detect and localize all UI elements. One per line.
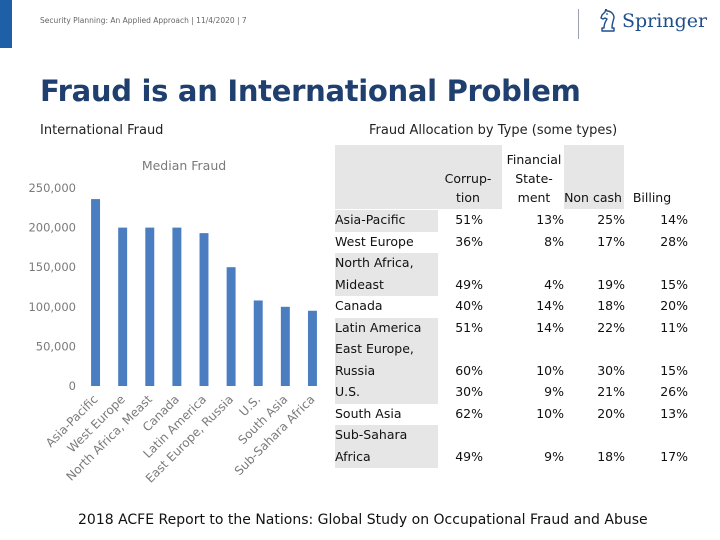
region-label: Russia	[335, 362, 376, 378]
column-header: Corrup-	[444, 171, 492, 186]
chart-bar	[307, 310, 317, 386]
column-header: Billing	[632, 190, 672, 205]
column-header: tion	[456, 190, 480, 205]
table-cell: 30%	[455, 384, 483, 399]
table-cell: 8%	[544, 233, 564, 249]
table-cell: 11%	[660, 319, 688, 335]
table-cell: 51%	[455, 319, 483, 335]
table-cell: 49%	[455, 276, 483, 292]
table-cell: 20%	[597, 405, 625, 421]
column-header: Financial	[506, 152, 562, 167]
table-cell: 49%	[455, 448, 483, 464]
table-cell: 21%	[597, 384, 625, 399]
region-cell-shade	[335, 210, 438, 232]
y-tick-label: 50,000	[36, 339, 76, 353]
table-cell: 51%	[455, 212, 483, 227]
table-section-heading: Fraud Allocation by Type (some types)	[369, 123, 618, 138]
table-header-shade	[335, 145, 438, 209]
table-cell: 10%	[536, 405, 564, 421]
region-label: Sub-Sahara	[335, 427, 408, 442]
slide-title: Fraud is an International Problem	[40, 74, 581, 108]
table-cell: 28%	[660, 233, 688, 249]
chart-bar	[199, 233, 209, 386]
table-header-shade	[438, 145, 502, 209]
table-cell: 9%	[544, 384, 564, 399]
region-label: East Europe,	[335, 341, 414, 356]
region-cell-shade	[335, 317, 438, 339]
table-cell: 14%	[536, 319, 564, 335]
column-header: State-	[515, 171, 553, 186]
table-cell: 60%	[455, 362, 483, 378]
table-cell: 14%	[660, 212, 688, 227]
region-label: Mideast	[335, 276, 384, 292]
chart-bar	[118, 227, 128, 386]
table-cell: 30%	[597, 362, 625, 378]
table-cell: 20%	[660, 298, 688, 313]
column-header: Non cash	[564, 190, 622, 205]
table-cell: 22%	[597, 319, 625, 335]
chart-bar	[280, 306, 290, 386]
median-fraud-bar-chart: Median Fraud 0 50,000 100,000 150,000 200,000…	[28, 158, 317, 486]
fraud-allocation-table: Corrup-tion Financial State-ment Non cash Bi…	[335, 145, 692, 468]
table-cell: 36%	[455, 233, 483, 249]
region-label: Canada	[335, 298, 383, 313]
table-header-shade	[564, 145, 624, 209]
table-cell: 10%	[536, 362, 564, 378]
y-tick-label: 200,000	[28, 221, 76, 235]
region-cell-shade	[335, 339, 438, 382]
table-cell: 62%	[455, 405, 483, 421]
region-label: West Europe	[335, 233, 414, 249]
y-tick-label: 150,000	[28, 260, 76, 274]
table-cell: 17%	[597, 233, 625, 249]
table-cell: 13%	[660, 405, 688, 421]
table-cell: 9%	[544, 448, 564, 464]
region-cell-shade	[335, 425, 438, 468]
table-cell: 13%	[536, 212, 564, 227]
chart-bar	[91, 199, 101, 386]
region-cell-shade	[335, 382, 438, 404]
springer-logo: Springer	[598, 9, 707, 33]
table-cell: 18%	[597, 448, 625, 464]
chart-title: Median Fraud	[142, 158, 226, 173]
table-cell: 40%	[455, 298, 483, 313]
table-cell: 4%	[544, 276, 564, 292]
region-label: Africa	[335, 448, 371, 464]
region-label: U.S.	[335, 384, 361, 399]
region-label: North Africa,	[335, 255, 414, 270]
source-citation: 2018 ACFE Report to the Nations: Global …	[78, 512, 648, 528]
region-label: South Asia	[335, 405, 402, 421]
left-accent-bar	[0, 0, 12, 48]
y-tick-label: 250,000	[28, 181, 76, 195]
table-cell: 15%	[660, 276, 688, 292]
chart-bar	[172, 227, 182, 386]
header-divider	[578, 9, 579, 39]
springer-chess-knight-icon	[600, 9, 615, 32]
chart-bar	[145, 227, 155, 386]
header-citation: Security Planning: An Applied Approach |…	[40, 16, 247, 25]
chart-section-heading: International Fraud	[40, 123, 164, 138]
springer-logo-text: Springer	[622, 10, 708, 32]
y-tick-label: 0	[69, 379, 76, 393]
region-label: Latin America	[335, 319, 422, 335]
table-cell: 18%	[597, 298, 625, 313]
column-header: ment	[517, 190, 551, 205]
table-cell: 25%	[597, 212, 625, 227]
chart-bar	[226, 267, 236, 386]
region-cell-shade	[335, 253, 438, 296]
chart-bar	[253, 300, 263, 386]
table-cell: 26%	[660, 384, 688, 399]
table-cell: 19%	[597, 276, 625, 292]
table-cell: 15%	[660, 362, 688, 378]
table-cell: 14%	[536, 298, 564, 313]
y-tick-label: 100,000	[28, 300, 76, 314]
region-label: Asia-Pacific	[335, 212, 406, 227]
table-cell: 17%	[660, 448, 688, 464]
